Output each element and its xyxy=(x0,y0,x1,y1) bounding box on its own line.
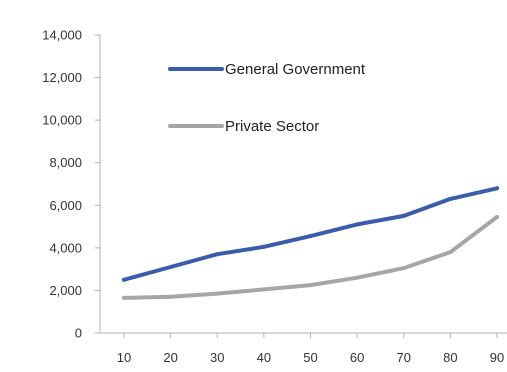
y-tick-label: 8,000 xyxy=(49,155,82,170)
data-point-general-government xyxy=(168,265,173,270)
data-point-general-government xyxy=(448,196,453,201)
x-tick-label: 50 xyxy=(303,350,317,365)
data-point-general-government xyxy=(308,234,313,239)
legend: General Government Private Sector xyxy=(168,61,366,135)
y-tick-label: 12,000 xyxy=(42,70,82,85)
data-point-general-government xyxy=(261,244,266,249)
legend-label-general-government: General Government xyxy=(225,61,366,78)
y-tick-label: 14,000 xyxy=(42,28,82,43)
y-tick-label: 6,000 xyxy=(49,198,82,213)
x-axis-ticks: 10 20 30 40 50 60 70 80 90 xyxy=(117,333,504,365)
y-tick-label: 0 xyxy=(75,326,82,341)
data-point-private-sector xyxy=(495,214,499,219)
data-point-general-government xyxy=(495,186,499,191)
data-point-private-sector xyxy=(215,291,220,296)
series-line-general-government xyxy=(122,186,499,282)
data-point-private-sector xyxy=(261,287,266,292)
legend-item-general-government: General Government xyxy=(168,61,366,78)
data-point-private-sector xyxy=(401,266,406,271)
x-tick-label: 80 xyxy=(443,350,457,365)
axes xyxy=(99,35,507,334)
x-tick-label: 40 xyxy=(257,350,271,365)
data-point-general-government xyxy=(355,222,360,227)
x-tick-label: 90 xyxy=(490,350,504,365)
data-point-general-government xyxy=(215,252,220,257)
data-point-private-sector xyxy=(355,275,360,280)
y-tick-label: 10,000 xyxy=(42,113,82,128)
legend-label-private-sector: Private Sector xyxy=(225,118,319,135)
y-tick-label: 2,000 xyxy=(49,283,82,298)
x-tick-label: 10 xyxy=(117,350,131,365)
y-axis-ticks: 0 2,000 4,000 6,000 8,000 10,000 12,000 14,000 xyxy=(42,28,100,341)
data-point-private-sector xyxy=(122,295,126,300)
y-tick-label: 4,000 xyxy=(49,240,82,255)
series-lines xyxy=(122,186,499,300)
data-point-general-government xyxy=(401,213,406,218)
x-tick-label: 30 xyxy=(210,350,224,365)
data-point-private-sector xyxy=(448,250,453,255)
x-tick-label: 70 xyxy=(397,350,411,365)
data-point-general-government xyxy=(122,277,126,282)
data-point-private-sector xyxy=(168,294,173,299)
x-tick-label: 60 xyxy=(350,350,364,365)
x-tick-label: 20 xyxy=(163,350,177,365)
data-point-private-sector xyxy=(308,283,313,288)
legend-item-private-sector: Private Sector xyxy=(168,118,319,135)
